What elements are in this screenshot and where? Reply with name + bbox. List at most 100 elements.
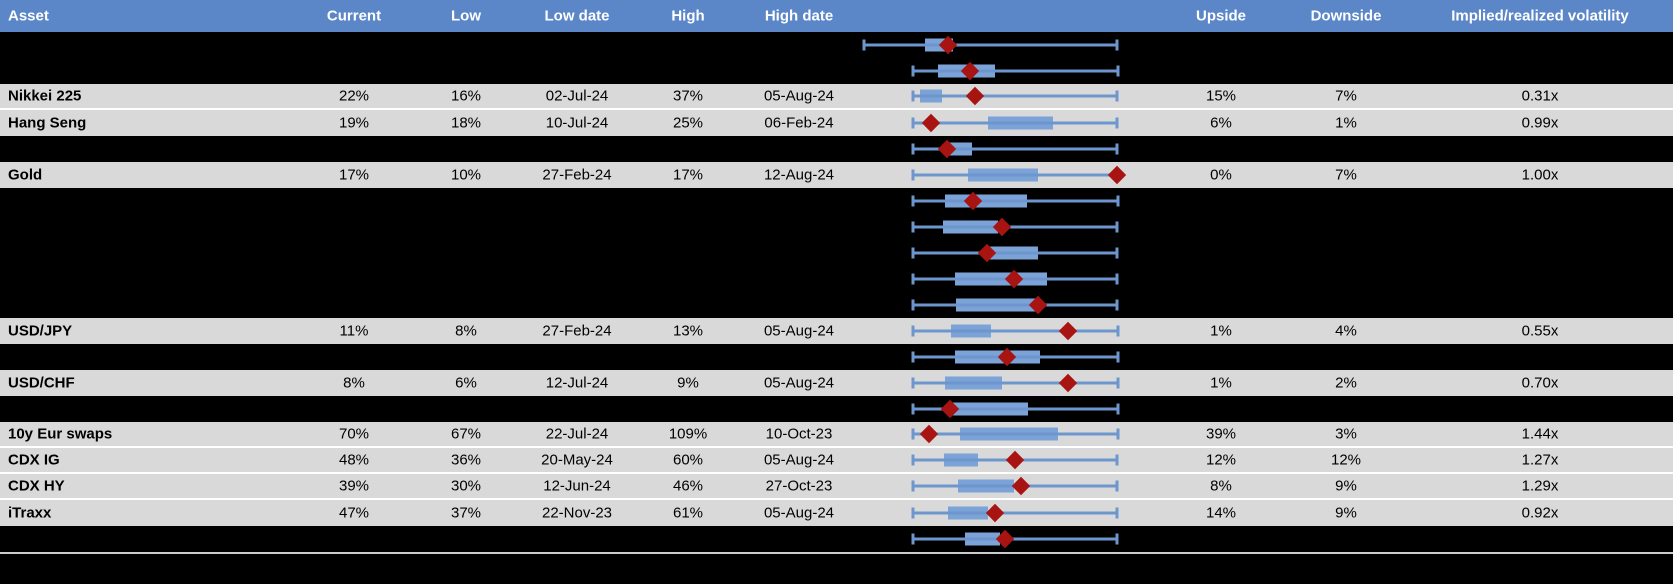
whisker-cap-right-icon bbox=[1116, 403, 1120, 415]
column-header-upside: Upside bbox=[1195, 7, 1247, 25]
current-value: 22% bbox=[338, 87, 370, 105]
redacted-chart-row bbox=[0, 188, 1673, 214]
whisker-cap-left-icon bbox=[911, 143, 915, 155]
high-value: 60% bbox=[672, 451, 704, 469]
high-value: 25% bbox=[672, 114, 704, 132]
whisker-cap-left-icon bbox=[911, 325, 915, 337]
redacted-chart-row bbox=[0, 344, 1673, 370]
current-value: 8% bbox=[343, 374, 365, 392]
whisker-cap-right-icon bbox=[1116, 325, 1120, 337]
box-whisker-chart bbox=[850, 344, 1130, 370]
whisker-cap-left-icon bbox=[911, 117, 915, 129]
whisker-cap-right-icon bbox=[1116, 195, 1120, 207]
implied-realized-vol-value: 1.29x bbox=[1521, 477, 1559, 495]
whisker-cap-left-icon bbox=[911, 377, 915, 389]
whisker-line bbox=[913, 69, 1118, 73]
downside-value: 4% bbox=[1335, 322, 1357, 340]
high-date: 06-Feb-24 bbox=[764, 114, 834, 132]
table-row: Gold 17% 10% 27-Feb-24 17% 12-Aug-24 0% … bbox=[0, 162, 1673, 188]
column-header-high: High bbox=[671, 7, 705, 25]
footer-band bbox=[0, 552, 1673, 584]
whisker-line bbox=[913, 537, 1118, 541]
whisker-cap-right-icon bbox=[1115, 299, 1119, 311]
column-header-asset: Asset bbox=[8, 7, 49, 25]
table-row: Nikkei 225 22% 16% 02-Jul-24 37% 05-Aug-… bbox=[0, 84, 1673, 110]
redacted-chart-row bbox=[0, 214, 1673, 240]
current-marker-diamond-icon bbox=[921, 113, 941, 133]
current-marker-diamond-icon bbox=[985, 503, 1005, 523]
redacted-chart-row bbox=[0, 266, 1673, 292]
box-whisker-chart bbox=[850, 84, 1130, 108]
whisker-cap-left-icon bbox=[911, 351, 915, 363]
whisker-cap-right-icon bbox=[1116, 351, 1120, 363]
downside-value: 2% bbox=[1335, 374, 1357, 392]
box-whisker-chart bbox=[850, 58, 1130, 84]
whisker-cap-right-icon bbox=[1115, 273, 1119, 285]
asset-name: Gold bbox=[8, 166, 43, 184]
box-whisker-chart bbox=[850, 136, 1130, 162]
current-value: 48% bbox=[338, 451, 370, 469]
upside-value: 1% bbox=[1210, 322, 1232, 340]
box-whisker-chart bbox=[850, 214, 1130, 240]
implied-realized-vol-value: 1.27x bbox=[1521, 451, 1559, 469]
whisker-line bbox=[913, 121, 1118, 125]
high-date: 05-Aug-24 bbox=[763, 87, 835, 105]
whisker-cap-left-icon bbox=[911, 507, 915, 519]
current-value: 70% bbox=[338, 425, 370, 443]
whisker-cap-left-icon bbox=[911, 299, 915, 311]
whisker-line bbox=[913, 251, 1118, 255]
current-marker-diamond-icon bbox=[1107, 165, 1127, 185]
asset-name: Nikkei 225 bbox=[8, 87, 82, 105]
box-whisker-chart bbox=[850, 188, 1130, 214]
whisker-line bbox=[864, 43, 1118, 47]
whisker-cap-right-icon bbox=[1115, 507, 1119, 519]
whisker-line bbox=[913, 407, 1118, 411]
box-whisker-chart bbox=[850, 110, 1130, 136]
box-whisker-chart bbox=[850, 422, 1130, 446]
downside-value: 9% bbox=[1335, 504, 1357, 522]
high-date: 05-Aug-24 bbox=[763, 504, 835, 522]
whisker-cap-left-icon bbox=[911, 65, 915, 77]
table-row: 10y Eur swaps 70% 67% 22-Jul-24 109% 10-… bbox=[0, 422, 1673, 448]
current-marker-diamond-icon bbox=[1011, 476, 1031, 496]
high-value: 109% bbox=[668, 425, 708, 443]
high-value: 17% bbox=[672, 166, 704, 184]
low-value: 10% bbox=[450, 166, 482, 184]
downside-value: 7% bbox=[1335, 166, 1357, 184]
current-marker-diamond-icon bbox=[965, 86, 985, 106]
asset-name: CDX HY bbox=[8, 477, 65, 495]
current-value: 47% bbox=[338, 504, 370, 522]
implied-realized-vol-value: 0.31x bbox=[1521, 87, 1559, 105]
current-value: 39% bbox=[338, 477, 370, 495]
low-value: 6% bbox=[455, 374, 477, 392]
implied-realized-vol-value: 0.70x bbox=[1521, 374, 1559, 392]
whisker-cap-right-icon bbox=[1115, 454, 1119, 466]
whisker-line bbox=[913, 381, 1118, 385]
low-date: 27-Feb-24 bbox=[542, 166, 612, 184]
redacted-chart-row bbox=[0, 292, 1673, 318]
whisker-cap-right-icon bbox=[1116, 377, 1120, 389]
upside-value: 6% bbox=[1210, 114, 1232, 132]
whisker-line bbox=[913, 225, 1118, 229]
redacted-chart-row bbox=[0, 526, 1673, 552]
high-date: 05-Aug-24 bbox=[763, 374, 835, 392]
high-date: 05-Aug-24 bbox=[763, 322, 835, 340]
asset-name: CDX IG bbox=[8, 451, 60, 469]
low-date: 20-May-24 bbox=[541, 451, 613, 469]
downside-value: 3% bbox=[1335, 425, 1357, 443]
whisker-cap-right-icon bbox=[1115, 143, 1119, 155]
whisker-cap-right-icon bbox=[1115, 533, 1119, 545]
asset-name: iTraxx bbox=[8, 504, 52, 522]
whisker-cap-left-icon bbox=[911, 428, 915, 440]
high-value: 61% bbox=[672, 504, 704, 522]
whisker-cap-right-icon bbox=[1115, 247, 1119, 259]
upside-value: 39% bbox=[1205, 425, 1237, 443]
column-header-high-date: High date bbox=[764, 7, 834, 25]
high-date: 05-Aug-24 bbox=[763, 451, 835, 469]
asset-name: USD/JPY bbox=[8, 322, 73, 340]
box-whisker-chart bbox=[850, 396, 1130, 422]
box-whisker-chart bbox=[850, 32, 1130, 58]
column-header-implied-realized-volatility: Implied/realized volatility bbox=[1451, 7, 1629, 25]
downside-value: 1% bbox=[1335, 114, 1357, 132]
